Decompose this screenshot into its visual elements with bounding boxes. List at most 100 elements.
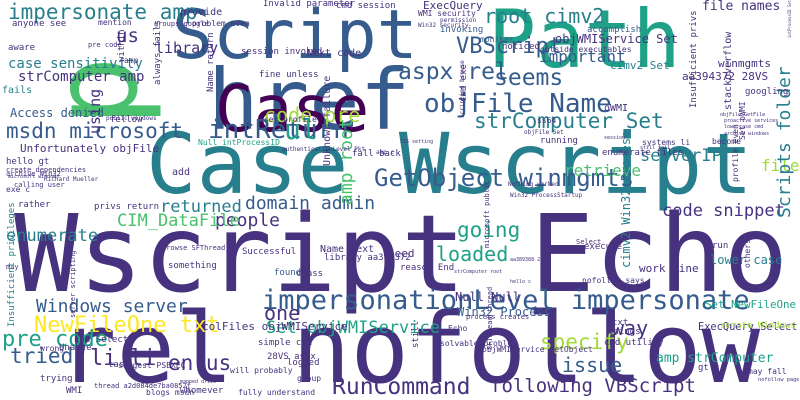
- word-iis-setting: IIS setting: [400, 139, 434, 145]
- word-following-vbscript: following VBScript: [490, 375, 696, 397]
- word-end-select: End Select: [74, 335, 129, 345]
- word-domain-admin: domain admin: [245, 193, 376, 214]
- word-retrieve: retrieve: [564, 161, 642, 180]
- word-nofollow-says: nofollow says: [582, 276, 645, 285]
- word-href: href: [208, 51, 411, 149]
- word-successful: Successful: [242, 247, 297, 257]
- word-strcomputer-set: strComputer Set: [474, 109, 664, 133]
- word-class: class: [296, 269, 324, 279]
- word-objfile-getfile: objFile GetFile: [720, 112, 766, 118]
- word-root-cimv2: root cimv2: [484, 4, 605, 28]
- word-simple-cmd: simple cmd: [258, 338, 313, 348]
- word-aa389388-28vs: aa389388 28VS: [510, 257, 550, 263]
- word-tried: tried: [10, 344, 74, 368]
- word-amp-root: amp root: [336, 118, 357, 205]
- word-may-fall: may fall: [748, 367, 787, 376]
- word-returned: returned: [160, 197, 242, 217]
- word-people: people: [215, 210, 281, 231]
- word-archive-win32: archive Win32: [6, 170, 61, 178]
- word-moniker: moniker: [480, 35, 514, 44]
- word-nothing-worked: Nothing worked: [508, 181, 559, 188]
- word-windows-server: Windows server: [36, 296, 188, 317]
- word-impersonationlevel-impersonate: impersonationLevel impersonate: [262, 285, 750, 316]
- word-authenticationlevel-pkt: authenticationLevel Pkt: [282, 146, 366, 153]
- word-insufficient-privs: Insufficient privs: [689, 10, 699, 108]
- word-objwmiservice-getobject: objWMIService GetObject: [482, 345, 593, 354]
- word-aware: aware: [8, 43, 36, 53]
- word-public-windows: public windows: [106, 115, 157, 122]
- word-thread-a2d084de7ba0852f: thread a2d084de7ba0852f: [94, 382, 191, 390]
- word-mapped-drive: mapped drive: [180, 379, 217, 385]
- word-cmd-session: cmd session: [336, 1, 396, 11]
- word-run: run: [712, 241, 729, 251]
- word-suggest-psexec: suggest PSEXEC: [118, 361, 186, 370]
- word-invoking: invoking: [440, 25, 484, 35]
- word-need: need: [388, 247, 415, 260]
- word-issue: issue: [562, 353, 623, 377]
- word-txt: txt: [612, 318, 629, 328]
- word-li-li: li li: [90, 346, 157, 371]
- word-going: going: [457, 218, 521, 242]
- word-calling-user: calling user: [14, 181, 65, 189]
- word-unable: Unable: [59, 343, 92, 353]
- word-always-fails: always fails: [153, 19, 163, 85]
- word-aspx-rel: aspx rel: [398, 59, 509, 85]
- word-logged: logged: [287, 358, 320, 368]
- word-fellow: fellow: [110, 115, 143, 125]
- word-select: Select: [576, 238, 602, 246]
- word-invalid-parameter: Invalid parameter: [263, 0, 356, 9]
- word-googling: googling: [745, 87, 789, 97]
- word-mention: mention: [98, 18, 132, 27]
- word-sfthread-thread: SFThread thread: [486, 286, 494, 350]
- word-access-denied: Access denied: [10, 106, 104, 120]
- word-rather: rather: [18, 200, 51, 210]
- word-may: may: [6, 263, 19, 271]
- word-intreturn: intReturn: [208, 115, 349, 145]
- word-strcomputer-root: strComputer root: [454, 269, 503, 275]
- word-work-fine: work fine: [639, 262, 699, 275]
- word-important: important: [539, 47, 626, 66]
- word-session: session: [604, 135, 626, 141]
- word-still: still: [411, 320, 421, 348]
- word-richard-mueller: Richard Mueller: [44, 176, 99, 183]
- word-enumerate: enumerate: [6, 226, 99, 246]
- word-ss64: ss64: [537, 116, 557, 125]
- word-seems: seems: [494, 65, 564, 91]
- word-user-profile: user profile: [259, 115, 317, 124]
- word-privs-return: privs return: [94, 202, 160, 212]
- word-task: task: [108, 360, 130, 370]
- word-amp: amp: [124, 56, 139, 65]
- word-runcommand: RunCommand: [332, 374, 471, 400]
- word-ul: ul: [284, 113, 318, 146]
- word-case-sensitivity: case sensitivity: [8, 56, 143, 72]
- word-accomplish: accomplish: [587, 25, 642, 35]
- word-microsoft-public: microsoft public: [483, 180, 491, 248]
- word-null-intprocessid: Null intProcessID: [198, 138, 280, 147]
- word-nofollow-page: nofollow page: [758, 377, 800, 383]
- word-intprocessid-set: intProcessID Set: [787, 0, 792, 39]
- word-amp-c: amp c: [376, 149, 395, 156]
- word-microsoft-windows: microsoft windows: [8, 174, 60, 180]
- word-library: library: [155, 39, 219, 57]
- word-outside-executables: outside executables: [540, 45, 632, 54]
- word-cimv2-set: cimv2 Set: [610, 59, 670, 72]
- word-name-return: Name return: [206, 32, 216, 92]
- word-using: using: [86, 88, 104, 134]
- word-owmi: oWMI: [604, 103, 629, 114]
- word-things: things: [608, 327, 641, 337]
- word-one: one: [264, 301, 301, 325]
- word-reason-end: reason End: [400, 263, 455, 273]
- word-server-scripting: server scripting: [69, 250, 77, 318]
- word-session-invoked: session invoked: [241, 47, 323, 57]
- word-archive-windows: archive windows: [724, 131, 770, 137]
- word-enumerate-files: enumerate files: [602, 148, 684, 158]
- word-set-objwmiservice: Set objWMIService: [266, 318, 440, 338]
- word-trying: trying: [40, 374, 73, 384]
- word-library-aa394372: library aa394372: [324, 253, 411, 263]
- word-lowercase-cmd: lowercase cmd: [724, 124, 764, 130]
- word-path: Path: [488, 0, 681, 86]
- word-strcomputer-amp: strComputer amp: [18, 69, 145, 85]
- word-null-null: Null Null: [455, 290, 521, 304]
- word-proactive-services: proactive services: [724, 118, 779, 124]
- word-whomever: whomever: [180, 386, 224, 396]
